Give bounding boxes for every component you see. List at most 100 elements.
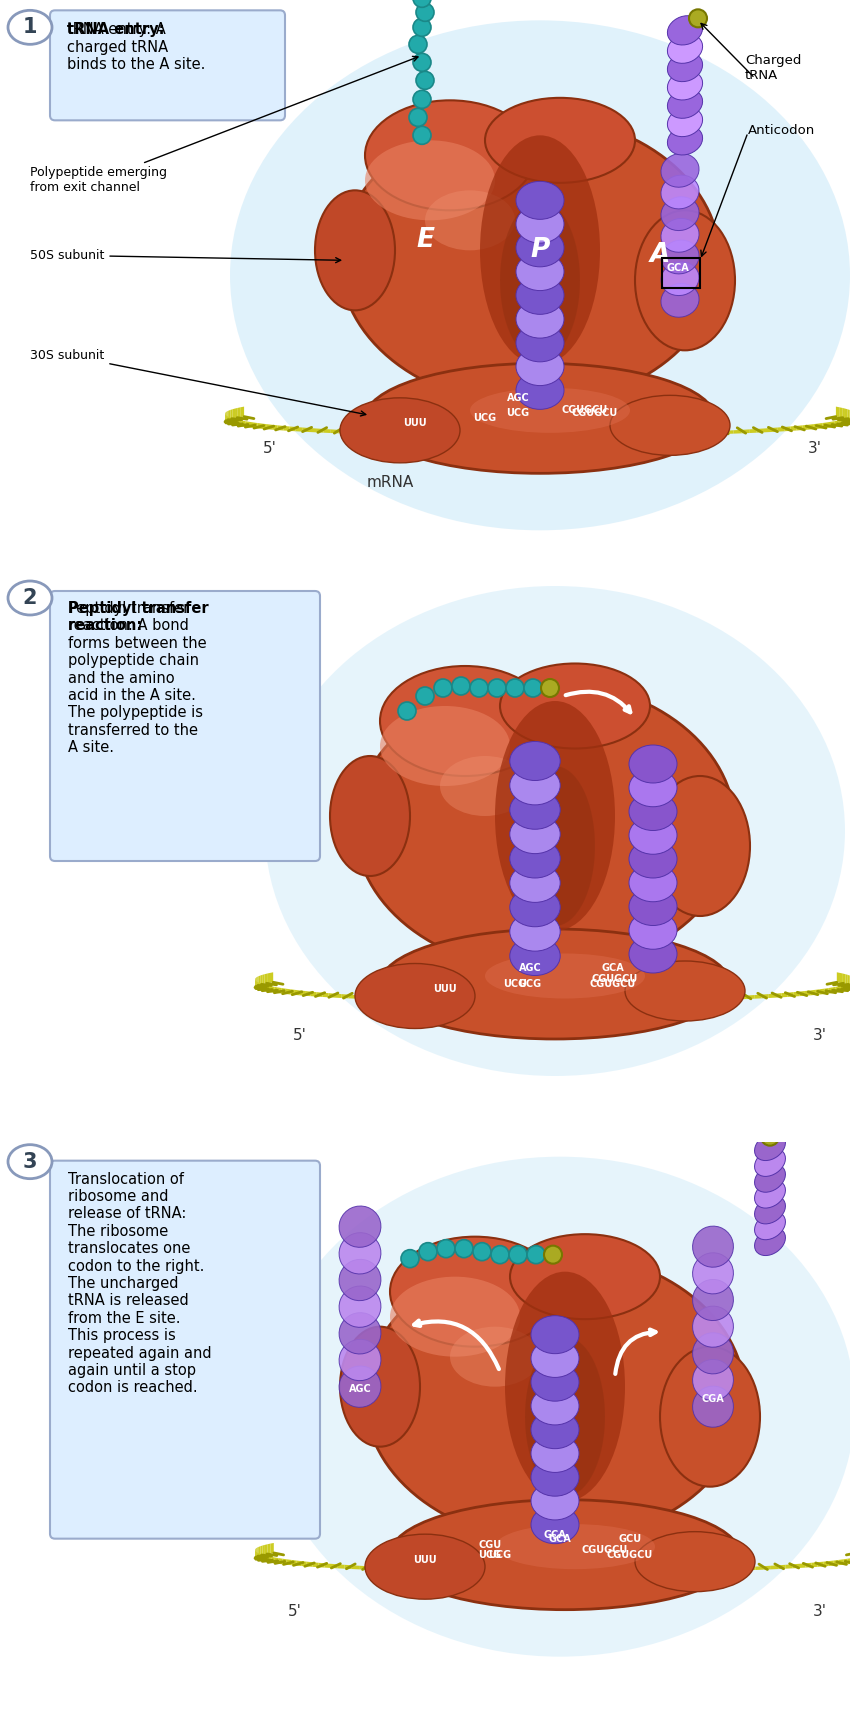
Text: Peptidyl transfer
reaction: A bond
forms between the
polypeptide chain
and the a: Peptidyl transfer reaction: A bond forms… bbox=[68, 601, 207, 755]
Ellipse shape bbox=[531, 1435, 579, 1472]
Polygon shape bbox=[520, 1572, 530, 1573]
Polygon shape bbox=[261, 984, 263, 991]
Ellipse shape bbox=[339, 1366, 381, 1407]
Ellipse shape bbox=[755, 1180, 785, 1209]
Polygon shape bbox=[839, 1560, 843, 1565]
Ellipse shape bbox=[693, 1226, 734, 1267]
Polygon shape bbox=[796, 425, 802, 430]
Polygon shape bbox=[709, 431, 717, 435]
Polygon shape bbox=[842, 407, 845, 418]
Polygon shape bbox=[239, 419, 241, 426]
Ellipse shape bbox=[667, 125, 703, 156]
Polygon shape bbox=[847, 984, 849, 991]
Ellipse shape bbox=[693, 1279, 734, 1320]
Ellipse shape bbox=[516, 324, 564, 361]
Polygon shape bbox=[677, 1570, 687, 1572]
Ellipse shape bbox=[667, 34, 703, 63]
Polygon shape bbox=[359, 1566, 366, 1570]
Polygon shape bbox=[762, 995, 768, 998]
Ellipse shape bbox=[500, 200, 580, 360]
Polygon shape bbox=[785, 1565, 792, 1568]
Polygon shape bbox=[310, 991, 316, 996]
Text: tRNA entry: A
charged tRNA
binds to the A site.: tRNA entry: A charged tRNA binds to the … bbox=[67, 22, 206, 72]
Polygon shape bbox=[714, 1568, 722, 1572]
Polygon shape bbox=[586, 435, 596, 437]
Polygon shape bbox=[426, 433, 435, 437]
Polygon shape bbox=[512, 1000, 521, 1003]
Text: UCG: UCG bbox=[489, 1549, 512, 1560]
Polygon shape bbox=[815, 990, 819, 995]
Text: CGA: CGA bbox=[701, 1394, 724, 1404]
Ellipse shape bbox=[525, 1337, 605, 1496]
Polygon shape bbox=[407, 433, 416, 435]
Ellipse shape bbox=[531, 1483, 579, 1520]
Ellipse shape bbox=[505, 1272, 625, 1501]
Polygon shape bbox=[230, 418, 231, 425]
Circle shape bbox=[544, 1246, 562, 1263]
Polygon shape bbox=[570, 1572, 580, 1573]
Ellipse shape bbox=[440, 757, 530, 817]
Polygon shape bbox=[756, 428, 764, 433]
Polygon shape bbox=[800, 991, 805, 996]
Polygon shape bbox=[847, 418, 849, 425]
Ellipse shape bbox=[693, 1387, 734, 1428]
Ellipse shape bbox=[661, 240, 699, 274]
Ellipse shape bbox=[667, 108, 703, 137]
Polygon shape bbox=[338, 430, 347, 433]
Polygon shape bbox=[230, 409, 233, 419]
Polygon shape bbox=[829, 988, 832, 993]
Text: GCA: GCA bbox=[666, 264, 689, 274]
Polygon shape bbox=[270, 1543, 274, 1553]
Ellipse shape bbox=[629, 745, 677, 782]
Ellipse shape bbox=[339, 1339, 381, 1380]
Ellipse shape bbox=[516, 181, 564, 219]
Ellipse shape bbox=[629, 793, 677, 830]
Polygon shape bbox=[322, 993, 329, 998]
Polygon shape bbox=[570, 1000, 579, 1003]
Polygon shape bbox=[838, 419, 842, 426]
Text: CGUGCU: CGUGCU bbox=[582, 1544, 628, 1554]
Circle shape bbox=[509, 1246, 527, 1263]
Polygon shape bbox=[290, 990, 295, 995]
Circle shape bbox=[419, 1243, 437, 1260]
Polygon shape bbox=[589, 1000, 598, 1003]
Polygon shape bbox=[846, 974, 847, 984]
Polygon shape bbox=[514, 435, 524, 437]
Ellipse shape bbox=[661, 154, 699, 187]
Text: AGC: AGC bbox=[507, 394, 530, 404]
Text: Charged: Charged bbox=[745, 53, 802, 67]
Polygon shape bbox=[296, 426, 303, 431]
Polygon shape bbox=[335, 993, 342, 998]
Ellipse shape bbox=[485, 98, 635, 183]
Polygon shape bbox=[778, 426, 785, 431]
Polygon shape bbox=[812, 1563, 818, 1566]
Text: 30S subunit: 30S subunit bbox=[30, 349, 366, 416]
Polygon shape bbox=[270, 972, 273, 983]
Polygon shape bbox=[682, 431, 691, 435]
Ellipse shape bbox=[365, 363, 715, 473]
Ellipse shape bbox=[340, 115, 720, 406]
Polygon shape bbox=[645, 433, 654, 437]
Ellipse shape bbox=[510, 863, 560, 902]
Polygon shape bbox=[668, 1570, 677, 1572]
Polygon shape bbox=[818, 1561, 824, 1566]
Polygon shape bbox=[637, 1000, 645, 1002]
Polygon shape bbox=[268, 986, 271, 993]
Ellipse shape bbox=[625, 960, 745, 1020]
Ellipse shape bbox=[531, 1505, 579, 1544]
Circle shape bbox=[491, 1246, 509, 1263]
Polygon shape bbox=[228, 411, 229, 419]
Polygon shape bbox=[443, 1570, 452, 1572]
Ellipse shape bbox=[516, 276, 564, 315]
Ellipse shape bbox=[661, 219, 699, 252]
Polygon shape bbox=[555, 435, 565, 437]
Text: P: P bbox=[530, 238, 550, 264]
Polygon shape bbox=[741, 430, 749, 433]
Ellipse shape bbox=[340, 1327, 420, 1447]
Ellipse shape bbox=[516, 300, 564, 337]
Polygon shape bbox=[266, 1556, 269, 1563]
Text: UCG: UCG bbox=[507, 409, 530, 418]
Polygon shape bbox=[434, 1570, 443, 1572]
Circle shape bbox=[416, 687, 434, 705]
Polygon shape bbox=[295, 990, 300, 995]
